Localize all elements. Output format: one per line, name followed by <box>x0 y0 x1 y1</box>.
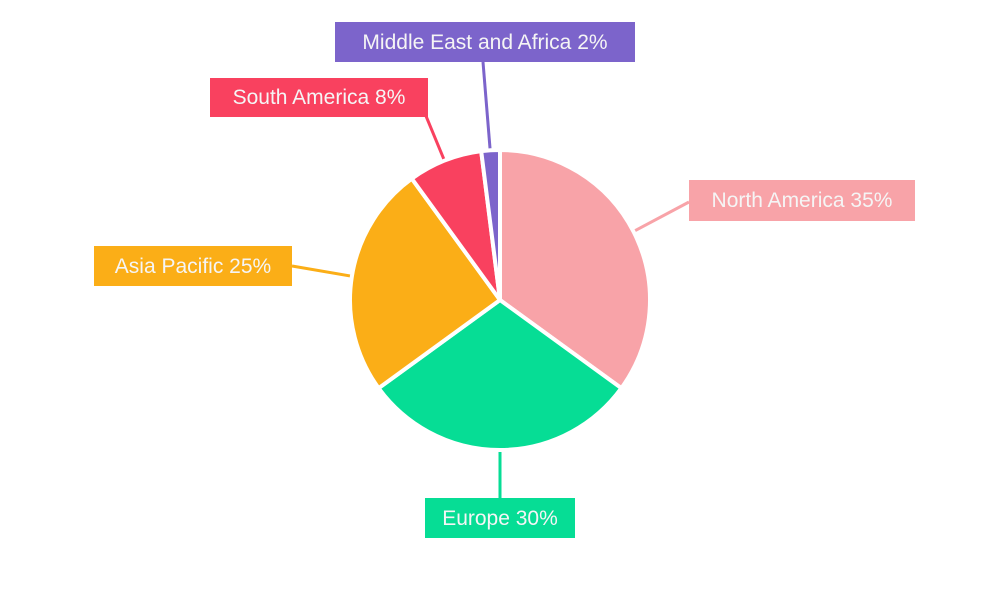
pie-slice-north-america <box>498 147 652 391</box>
label-europe: Europe 30% <box>425 498 575 538</box>
label-asia-pacific: Asia Pacific 25% <box>94 246 292 286</box>
label-north-america: North America 35% <box>689 180 915 221</box>
pie-slice-asia-pacific <box>348 175 503 391</box>
label-south-america: South America 8% <box>210 78 428 117</box>
pie-slice-middle-east-and-africa <box>478 147 502 301</box>
pie-slice-europe <box>375 297 625 452</box>
label-middle-east-and-africa: Middle East and Africa 2% <box>335 22 635 62</box>
